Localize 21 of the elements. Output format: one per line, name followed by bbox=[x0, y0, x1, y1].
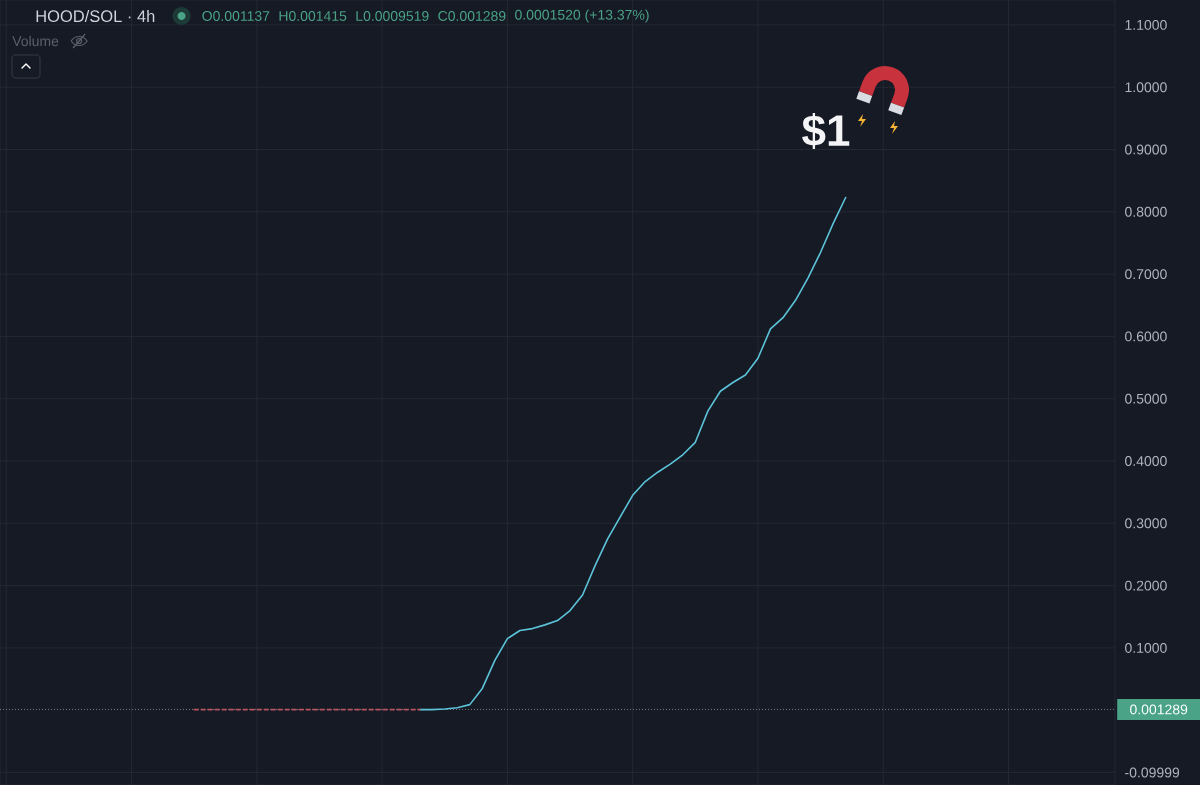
annotation: 0.0001520 (+13.37%) bbox=[515, 9, 649, 23]
annotation: $1 bbox=[802, 113, 850, 149]
annotation: H0.001415 bbox=[279, 11, 347, 21]
y-tick-label: 0.7000 bbox=[1125, 269, 1167, 280]
y-tick-label: 0.2000 bbox=[1125, 580, 1167, 591]
y-tick-label: 0.8000 bbox=[1125, 206, 1167, 217]
annotation: C0.001289 bbox=[438, 11, 506, 21]
y-tick-label: 0.9000 bbox=[1125, 144, 1167, 155]
y-tick-label: 0.1000 bbox=[1125, 642, 1167, 653]
chart-title: HOOD/SOL · 4h bbox=[36, 9, 155, 23]
y-tick-label: 1.0000 bbox=[1125, 82, 1167, 93]
annotation: O0.001137 bbox=[202, 11, 270, 21]
y-tick-label: 0.6000 bbox=[1125, 331, 1167, 342]
annotation: Volume bbox=[12, 35, 59, 47]
y-tick-label: 0.5000 bbox=[1125, 393, 1167, 404]
y-tick-label: 1.1000 bbox=[1125, 19, 1167, 30]
y-tick-label: 0.3000 bbox=[1125, 518, 1167, 529]
annotation: L0.0009519 bbox=[356, 11, 429, 21]
ref-line-label: 0.001289 bbox=[1130, 704, 1188, 715]
y-tick-label: -0.09999 bbox=[1125, 767, 1180, 778]
y-tick-label: 0.4000 bbox=[1125, 456, 1167, 466]
